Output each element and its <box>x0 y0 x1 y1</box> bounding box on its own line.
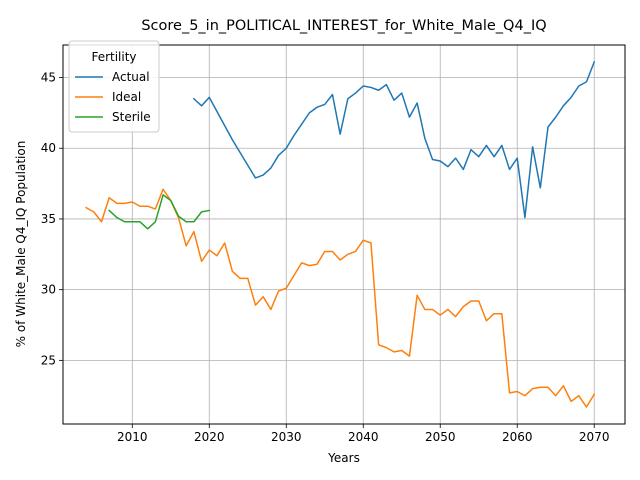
chart-title: Score_5_in_POLITICAL_INTEREST_for_White_… <box>141 18 546 34</box>
y-axis: 25 30 35 40 45 <box>41 71 63 368</box>
series-line-ideal <box>86 189 594 407</box>
x-tick-label: 2070 <box>579 430 610 444</box>
y-tick-label: 25 <box>41 353 56 367</box>
legend: Fertility Actual Ideal Sterile <box>69 41 159 132</box>
legend-label-actual: Actual <box>112 70 150 84</box>
legend-title: Fertility <box>91 50 136 64</box>
x-axis: 2010 2020 2030 2040 2050 2060 2070 <box>117 424 609 444</box>
y-tick-label: 35 <box>41 212 56 226</box>
x-tick-label: 2020 <box>194 430 225 444</box>
legend-label-sterile: Sterile <box>112 110 151 124</box>
x-tick-label: 2040 <box>348 430 379 444</box>
x-axis-label: Years <box>327 451 360 465</box>
series-line-actual <box>194 62 594 218</box>
y-tick-label: 30 <box>41 283 56 297</box>
y-tick-label: 45 <box>41 71 56 85</box>
y-axis-label: % of White_Male Q4_IQ Population <box>14 141 28 348</box>
x-tick-label: 2050 <box>425 430 456 444</box>
y-tick-label: 40 <box>41 141 56 155</box>
x-tick-label: 2030 <box>271 430 302 444</box>
series-lines <box>86 62 594 407</box>
legend-label-ideal: Ideal <box>112 90 141 104</box>
x-tick-label: 2010 <box>117 430 148 444</box>
x-tick-label: 2060 <box>502 430 533 444</box>
